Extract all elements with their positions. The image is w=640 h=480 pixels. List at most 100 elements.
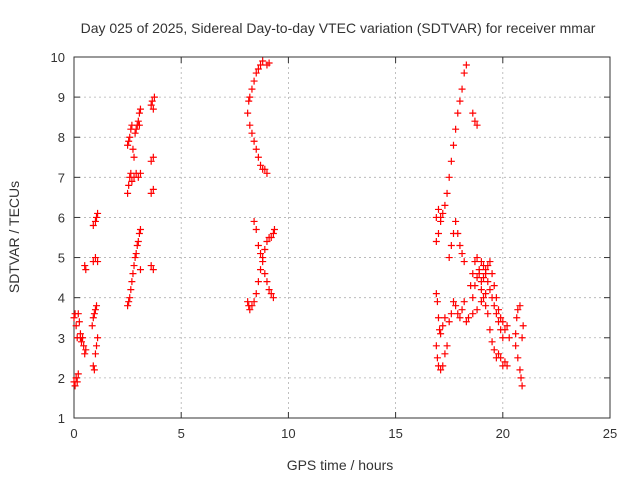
data-point xyxy=(74,370,82,378)
data-point xyxy=(252,290,260,298)
data-point xyxy=(259,57,267,65)
data-point xyxy=(250,217,258,225)
data-point xyxy=(514,306,522,314)
data-point xyxy=(512,342,520,350)
data-point xyxy=(439,362,447,370)
data-point xyxy=(462,318,470,326)
y-tick-label: 9 xyxy=(58,90,65,105)
data-point xyxy=(270,225,278,233)
data-point xyxy=(94,334,102,342)
data-point xyxy=(129,145,137,153)
y-tick-label: 6 xyxy=(58,210,65,225)
data-point xyxy=(501,358,509,366)
data-point xyxy=(513,314,521,322)
data-point xyxy=(91,254,99,262)
data-point xyxy=(447,310,455,318)
data-point xyxy=(480,274,488,282)
y-tick-label: 2 xyxy=(58,371,65,386)
data-point xyxy=(490,282,498,290)
data-point xyxy=(460,69,468,77)
axis-ticks: 0 5 10 15 20 25 1 2 3 4 5 6 7 8 9 10 xyxy=(51,50,618,441)
data-point xyxy=(261,246,269,254)
data-point xyxy=(263,169,271,177)
data-point xyxy=(80,342,88,350)
data-point xyxy=(94,258,102,266)
data-point xyxy=(503,322,511,330)
data-point xyxy=(134,117,142,125)
data-point xyxy=(250,77,258,85)
data-point xyxy=(244,298,252,306)
data-point xyxy=(257,61,265,69)
data-point xyxy=(74,310,82,318)
data-point xyxy=(248,85,256,93)
data-point xyxy=(518,382,526,390)
data-point xyxy=(93,302,101,310)
data-point xyxy=(488,270,496,278)
data-point xyxy=(132,125,140,133)
data-point xyxy=(127,286,135,294)
data-point xyxy=(147,157,155,165)
data-point xyxy=(437,213,445,221)
data-point xyxy=(150,93,158,101)
data-point xyxy=(512,330,520,338)
data-point xyxy=(91,350,99,358)
data-point xyxy=(257,266,265,274)
y-tick-label: 8 xyxy=(58,130,65,145)
data-point xyxy=(125,181,133,189)
data-point xyxy=(432,290,440,298)
data-point xyxy=(433,354,441,362)
data-point xyxy=(486,286,494,294)
data-point xyxy=(473,274,481,282)
data-point xyxy=(149,266,157,274)
data-point xyxy=(70,314,78,322)
data-point xyxy=(432,342,440,350)
data-point xyxy=(149,105,157,113)
data-point xyxy=(90,366,98,374)
data-point xyxy=(437,366,445,374)
data-point xyxy=(469,109,477,117)
x-tick-label: 0 xyxy=(70,426,77,441)
data-point xyxy=(128,278,136,286)
data-point xyxy=(89,221,97,229)
data-point xyxy=(263,238,271,246)
data-point xyxy=(257,161,265,169)
data-point xyxy=(82,266,90,274)
data-point xyxy=(458,306,466,314)
data-point xyxy=(454,310,462,318)
data-point xyxy=(248,129,256,137)
data-point xyxy=(452,125,460,133)
data-point xyxy=(471,117,479,125)
data-point xyxy=(269,229,277,237)
data-point xyxy=(460,298,468,306)
data-point xyxy=(244,109,252,117)
data-point xyxy=(469,294,477,302)
data-point xyxy=(482,266,490,274)
data-point xyxy=(254,153,262,161)
data-point xyxy=(490,302,498,310)
x-axis-label: GPS time / hours xyxy=(287,457,394,473)
data-point xyxy=(149,185,157,193)
data-point xyxy=(492,310,500,318)
data-point xyxy=(267,234,275,241)
data-point xyxy=(434,229,442,237)
data-point xyxy=(93,342,101,350)
data-point xyxy=(252,225,260,233)
data-point xyxy=(263,278,271,286)
data-point xyxy=(254,278,262,286)
data-point xyxy=(149,153,157,161)
data-point xyxy=(147,189,155,197)
data-point xyxy=(250,298,258,306)
y-tick-label: 4 xyxy=(58,291,65,306)
data-point xyxy=(94,209,102,217)
data-point xyxy=(482,290,490,298)
data-point xyxy=(126,133,134,141)
data-point xyxy=(480,294,488,302)
data-point xyxy=(484,310,492,318)
data-point xyxy=(495,350,503,358)
data-point xyxy=(434,314,442,322)
data-point xyxy=(248,302,256,310)
x-tick-label: 25 xyxy=(603,426,617,441)
data-point xyxy=(477,278,485,286)
data-point xyxy=(452,217,460,225)
data-point xyxy=(136,225,144,233)
